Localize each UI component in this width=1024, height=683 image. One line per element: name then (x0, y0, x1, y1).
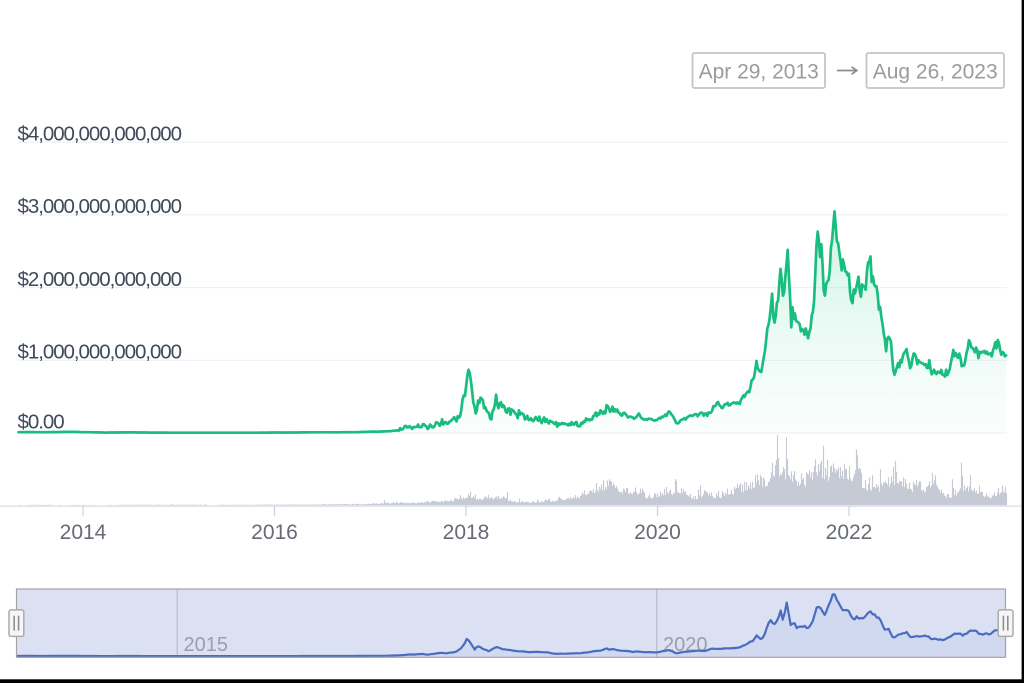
svg-text:2016: 2016 (251, 521, 298, 544)
svg-text:Apr 29, 2013: Apr 29, 2013 (699, 61, 819, 84)
svg-text:2022: 2022 (826, 521, 873, 544)
svg-text:2020: 2020 (634, 521, 681, 544)
svg-text:2015: 2015 (184, 634, 229, 656)
svg-text:$1,000,000,000,000: $1,000,000,000,000 (18, 341, 182, 364)
svg-text:$3,000,000,000,000: $3,000,000,000,000 (18, 195, 182, 218)
svg-text:$4,000,000,000,000: $4,000,000,000,000 (18, 122, 182, 145)
svg-text:Aug 26, 2023: Aug 26, 2023 (873, 61, 998, 84)
svg-text:$2,000,000,000,000: $2,000,000,000,000 (18, 268, 182, 291)
svg-text:2014: 2014 (60, 521, 107, 544)
svg-text:2018: 2018 (443, 521, 490, 544)
svg-text:$0.00: $0.00 (18, 411, 65, 434)
